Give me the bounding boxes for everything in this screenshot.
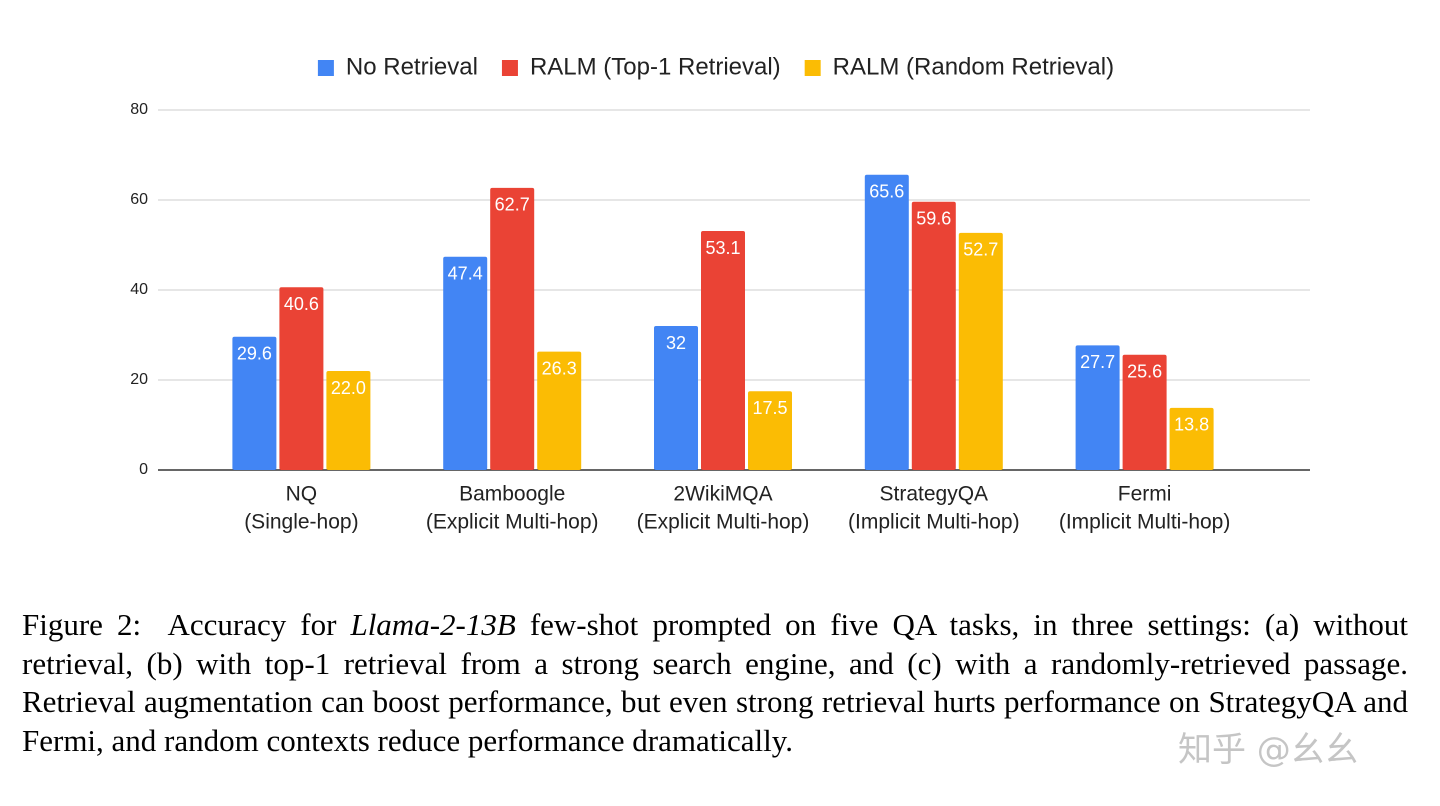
bar bbox=[490, 187, 535, 470]
bar bbox=[701, 231, 745, 470]
x-tick-label: (Implicit Multi-hop) bbox=[1059, 511, 1231, 534]
caption-text: Accuracy for bbox=[167, 607, 337, 642]
x-tick-label: (Single-hop) bbox=[244, 511, 358, 534]
legend-label: RALM (Top-1 Retrieval) bbox=[530, 53, 781, 80]
x-tick-label: StrategyQA bbox=[880, 483, 989, 506]
bar bbox=[654, 326, 698, 470]
bar bbox=[279, 287, 324, 470]
bar bbox=[864, 174, 909, 471]
x-tick-label: (Explicit Multi-hop) bbox=[426, 511, 599, 534]
value-label: 59.6 bbox=[916, 209, 951, 229]
value-label: 22.0 bbox=[331, 378, 366, 398]
figure-caption: Figure 2: Accuracy for Llama-2-13B few-s… bbox=[22, 606, 1408, 760]
legend-swatch bbox=[501, 60, 518, 76]
value-label: 17.5 bbox=[752, 398, 787, 418]
watermark: 知乎 @幺幺 bbox=[1178, 730, 1359, 770]
y-tick-label: 20 bbox=[130, 371, 148, 388]
value-label: 62.7 bbox=[495, 195, 530, 215]
bar bbox=[537, 351, 582, 470]
value-label: 29.6 bbox=[237, 344, 272, 364]
legend-swatch bbox=[317, 60, 334, 76]
value-label: 25.6 bbox=[1127, 362, 1162, 382]
x-tick-label: NQ bbox=[286, 483, 318, 506]
legend-label: RALM (Random Retrieval) bbox=[833, 53, 1114, 80]
value-label: 26.3 bbox=[542, 358, 577, 378]
bar bbox=[911, 201, 956, 471]
x-tick-label: Fermi bbox=[1118, 483, 1172, 506]
value-label: 47.4 bbox=[448, 263, 483, 283]
x-tick-label: 2WikiMQA bbox=[673, 483, 772, 506]
value-label: 32 bbox=[666, 333, 686, 353]
bar bbox=[748, 391, 792, 470]
x-tick-label: Bamboogle bbox=[459, 483, 565, 506]
y-tick-label: 60 bbox=[130, 191, 148, 208]
bar bbox=[1075, 345, 1120, 470]
x-tick-label: (Explicit Multi-hop) bbox=[637, 511, 810, 534]
bar bbox=[1169, 407, 1214, 470]
y-tick-label: 40 bbox=[130, 281, 148, 298]
legend-swatch bbox=[804, 60, 821, 76]
caption-text: few-shot prompted on five QA tasks, in t… bbox=[22, 607, 1409, 758]
value-label: 52.7 bbox=[963, 240, 998, 260]
bar bbox=[326, 371, 371, 470]
value-label: 53.1 bbox=[705, 238, 740, 258]
bar bbox=[443, 256, 488, 470]
value-label: 13.8 bbox=[1174, 415, 1209, 435]
value-label: 40.6 bbox=[284, 294, 319, 314]
model-name: Llama-2-13B bbox=[350, 607, 516, 642]
value-label: 27.7 bbox=[1080, 352, 1115, 372]
chart: 0 20 40 60 80 No Retrieval RALM (Top-1 Retriev… bbox=[130, 53, 1310, 534]
value-label: 65.6 bbox=[869, 182, 904, 202]
bar bbox=[958, 232, 1003, 470]
legend-label: No Retrieval bbox=[346, 53, 478, 80]
bar bbox=[232, 336, 277, 470]
caption-label: Figure 2: bbox=[22, 607, 142, 642]
x-tick-label: (Implicit Multi-hop) bbox=[848, 511, 1020, 534]
bar bbox=[1122, 354, 1167, 470]
y-tick-label: 0 bbox=[139, 461, 148, 478]
y-tick-label: 80 bbox=[130, 101, 148, 118]
